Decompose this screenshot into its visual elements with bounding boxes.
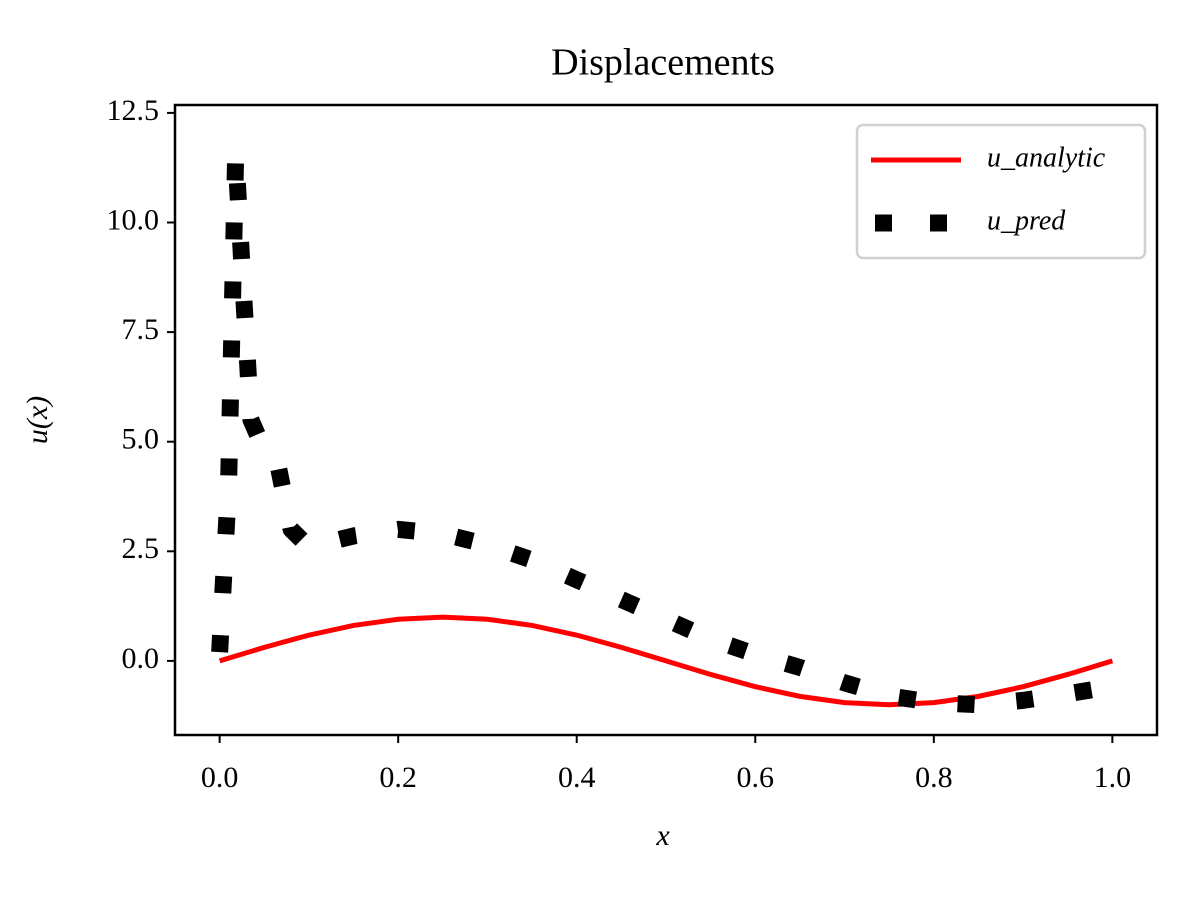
x-tick-label: 0.6 [737,761,775,794]
y-tick-label: 10.0 [107,203,160,236]
plot-frame [173,103,1159,737]
x-tick-label: 0.8 [915,761,953,794]
series-line [211,143,1096,714]
y-tick-label: 2.5 [122,532,160,565]
series-line [218,614,1114,708]
x-axis-label: x [655,819,670,852]
x-tick-label: 0.4 [558,761,596,794]
y-tick-label: 5.0 [122,423,160,456]
legend-label: u_analytic [987,142,1106,173]
chart-title: Displacements [551,42,775,84]
y-axis-label: u(x) [21,396,54,444]
x-tick-label: 1.0 [1094,761,1132,794]
x-tick-label: 0.0 [201,761,239,794]
y-tick-label: 12.5 [107,94,160,127]
x-tick-label: 0.2 [379,761,417,794]
y-tick-label: 7.5 [122,313,160,346]
y-tick-label: 0.0 [122,642,160,675]
legend-label: u_pred [987,205,1066,236]
